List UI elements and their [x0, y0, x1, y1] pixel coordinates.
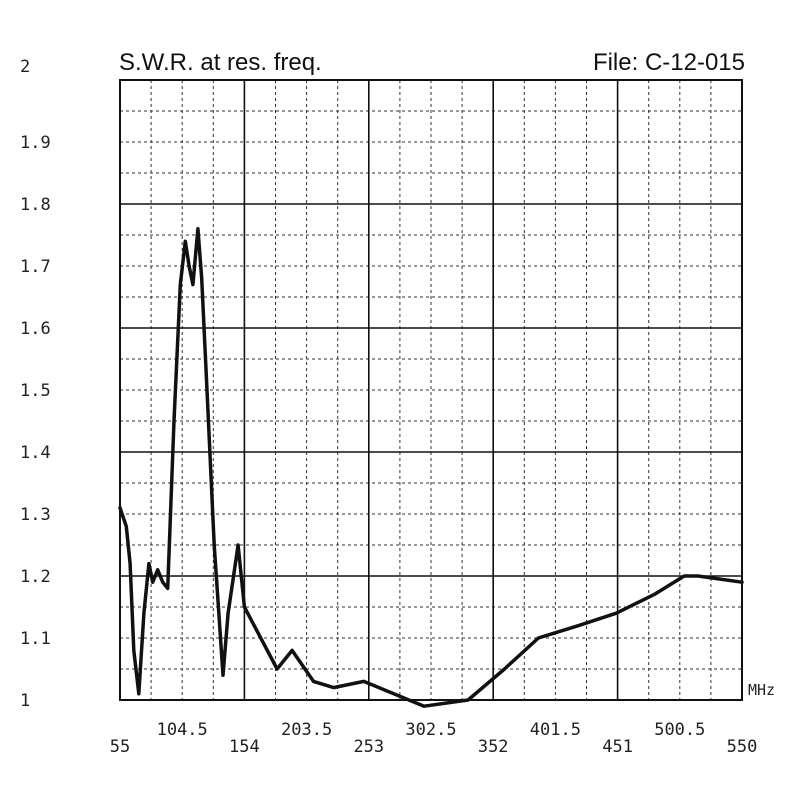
major-gridlines: [120, 80, 742, 700]
x-tick-label-upper: 302.5: [405, 720, 456, 740]
y-tick-labels: 1 1.1 1.2 1.3 1.4 1.5 1.6 1.7 1.8 1.9 2: [20, 57, 51, 711]
x-tick-labels: 104.5 203.5 302.5 401.5 500.5 55 154 253 352 451 5…: [110, 720, 758, 757]
plot-frame: [119, 79, 743, 701]
x-tick-label-lower: 154: [229, 737, 260, 757]
x-tick-label-upper: 401.5: [530, 720, 581, 740]
x-tick-label-lower: 253: [353, 737, 384, 757]
x-tick-label-lower: 55: [110, 737, 130, 757]
y-tick-label: 2: [20, 57, 30, 77]
y-tick-label: 1.2: [20, 567, 51, 587]
x-unit-label: MHz: [748, 681, 775, 699]
x-tick-label-upper: 203.5: [281, 720, 332, 740]
y-tick-label: 1.6: [20, 319, 51, 339]
y-tick-label: 1.3: [20, 505, 51, 525]
x-tick-label-upper: 500.5: [654, 720, 705, 740]
swr-series-line: [118, 227, 744, 708]
series-group: [118, 227, 744, 708]
y-tick-label: 1.8: [20, 195, 51, 215]
y-tick-label: 1.1: [20, 629, 51, 649]
minor-gridlines: [120, 80, 742, 700]
y-tick-label: 1.7: [20, 257, 51, 277]
x-tick-label-lower: 550: [727, 737, 758, 757]
x-tick-label-lower: 352: [478, 737, 509, 757]
x-tick-label-lower: 451: [602, 737, 633, 757]
x-tick-label-upper: 104.5: [157, 720, 208, 740]
y-tick-label: 1: [20, 691, 30, 711]
file-label: File: C-12-015: [593, 49, 745, 76]
y-tick-label: 1.4: [20, 443, 51, 463]
y-tick-label: 1.5: [20, 381, 51, 401]
chart-title: S.W.R. at res. freq.: [119, 49, 322, 76]
y-tick-label: 1.9: [20, 133, 51, 153]
